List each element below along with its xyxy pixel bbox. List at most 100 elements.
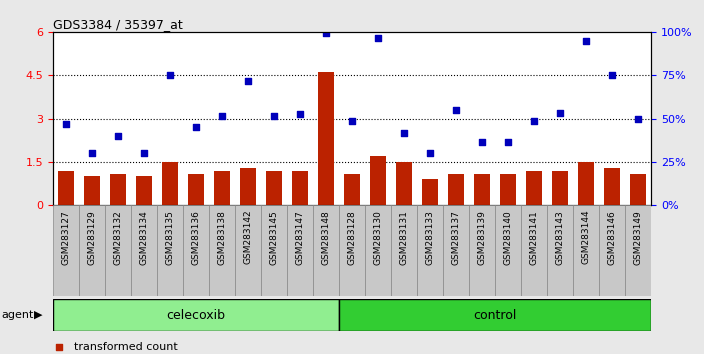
Bar	[214, 171, 230, 205]
Point	[398, 130, 410, 136]
Point	[138, 150, 149, 156]
Point	[60, 121, 71, 127]
Text: agent: agent	[1, 310, 34, 320]
Bar	[105, 205, 131, 296]
Text: celecoxib: celecoxib	[166, 309, 225, 321]
Bar	[235, 205, 261, 296]
Bar	[157, 205, 183, 296]
Bar	[261, 205, 287, 296]
Point	[425, 150, 436, 156]
Bar	[448, 173, 464, 205]
Bar	[495, 205, 521, 296]
Point	[112, 133, 123, 139]
Bar	[625, 205, 651, 296]
Text: GSM283134: GSM283134	[139, 210, 149, 264]
Text: GSM283141: GSM283141	[529, 210, 539, 264]
Bar	[443, 205, 469, 296]
Text: GSM283128: GSM283128	[348, 210, 356, 264]
Text: GSM283145: GSM283145	[270, 210, 279, 264]
Bar	[599, 205, 625, 296]
Point	[529, 119, 540, 124]
Bar	[183, 205, 209, 296]
Bar	[266, 171, 282, 205]
Point	[477, 139, 488, 144]
Text: control: control	[473, 309, 517, 321]
Point	[555, 110, 566, 116]
Text: GSM283143: GSM283143	[555, 210, 565, 264]
Text: GDS3384 / 35397_at: GDS3384 / 35397_at	[53, 18, 182, 31]
FancyBboxPatch shape	[53, 299, 339, 331]
Bar	[469, 205, 495, 296]
Point	[581, 38, 592, 44]
Bar	[162, 162, 177, 205]
Bar	[527, 171, 542, 205]
Text: GSM283129: GSM283129	[87, 210, 96, 264]
Bar	[391, 205, 417, 296]
Text: GSM283142: GSM283142	[244, 210, 253, 264]
Bar	[501, 173, 516, 205]
Text: GSM283148: GSM283148	[322, 210, 330, 264]
Bar	[313, 205, 339, 296]
Point	[216, 113, 227, 119]
Bar	[58, 171, 74, 205]
Bar	[131, 205, 157, 296]
Point	[294, 112, 306, 117]
Bar	[474, 173, 490, 205]
Bar	[287, 205, 313, 296]
Bar	[521, 205, 547, 296]
Bar	[365, 205, 391, 296]
Text: GSM283132: GSM283132	[113, 210, 122, 264]
Text: GSM283135: GSM283135	[165, 210, 175, 265]
Point	[503, 139, 514, 144]
Point	[86, 150, 97, 156]
Text: GSM283139: GSM283139	[477, 210, 486, 265]
Bar	[136, 176, 151, 205]
Text: GSM283147: GSM283147	[296, 210, 304, 264]
Bar	[344, 173, 360, 205]
Point	[633, 116, 644, 121]
Bar	[553, 171, 568, 205]
Bar	[53, 205, 79, 296]
Bar	[240, 168, 256, 205]
Point	[242, 78, 253, 84]
Bar	[188, 173, 203, 205]
Point	[346, 119, 358, 124]
Text: GSM283146: GSM283146	[608, 210, 617, 264]
Bar	[417, 205, 443, 296]
Point	[451, 107, 462, 113]
Bar	[79, 205, 105, 296]
Text: GSM283140: GSM283140	[503, 210, 513, 264]
Text: GSM283130: GSM283130	[374, 210, 382, 265]
Bar	[84, 176, 100, 205]
Text: GSM283149: GSM283149	[634, 210, 643, 264]
Bar	[422, 179, 438, 205]
Point	[54, 344, 65, 350]
Point	[372, 35, 384, 40]
Bar	[209, 205, 235, 296]
Bar	[573, 205, 599, 296]
Text: GSM283133: GSM283133	[425, 210, 434, 265]
Bar	[292, 171, 308, 205]
Text: GSM283138: GSM283138	[218, 210, 227, 265]
Bar	[339, 205, 365, 296]
Text: GSM283137: GSM283137	[451, 210, 460, 265]
Bar	[396, 162, 412, 205]
Text: ▶: ▶	[34, 310, 42, 320]
Bar	[579, 162, 594, 205]
Text: GSM283144: GSM283144	[582, 210, 591, 264]
Bar	[630, 173, 646, 205]
Point	[320, 30, 332, 36]
Text: GSM283131: GSM283131	[400, 210, 408, 265]
Point	[164, 73, 175, 78]
Text: transformed count: transformed count	[74, 342, 177, 353]
Text: GSM283136: GSM283136	[191, 210, 201, 265]
Point	[607, 73, 618, 78]
Point	[190, 124, 201, 130]
FancyBboxPatch shape	[339, 299, 651, 331]
Bar	[547, 205, 573, 296]
Bar	[110, 173, 125, 205]
Text: GSM283127: GSM283127	[61, 210, 70, 264]
Point	[268, 113, 279, 119]
Bar	[318, 72, 334, 205]
Bar	[370, 156, 386, 205]
